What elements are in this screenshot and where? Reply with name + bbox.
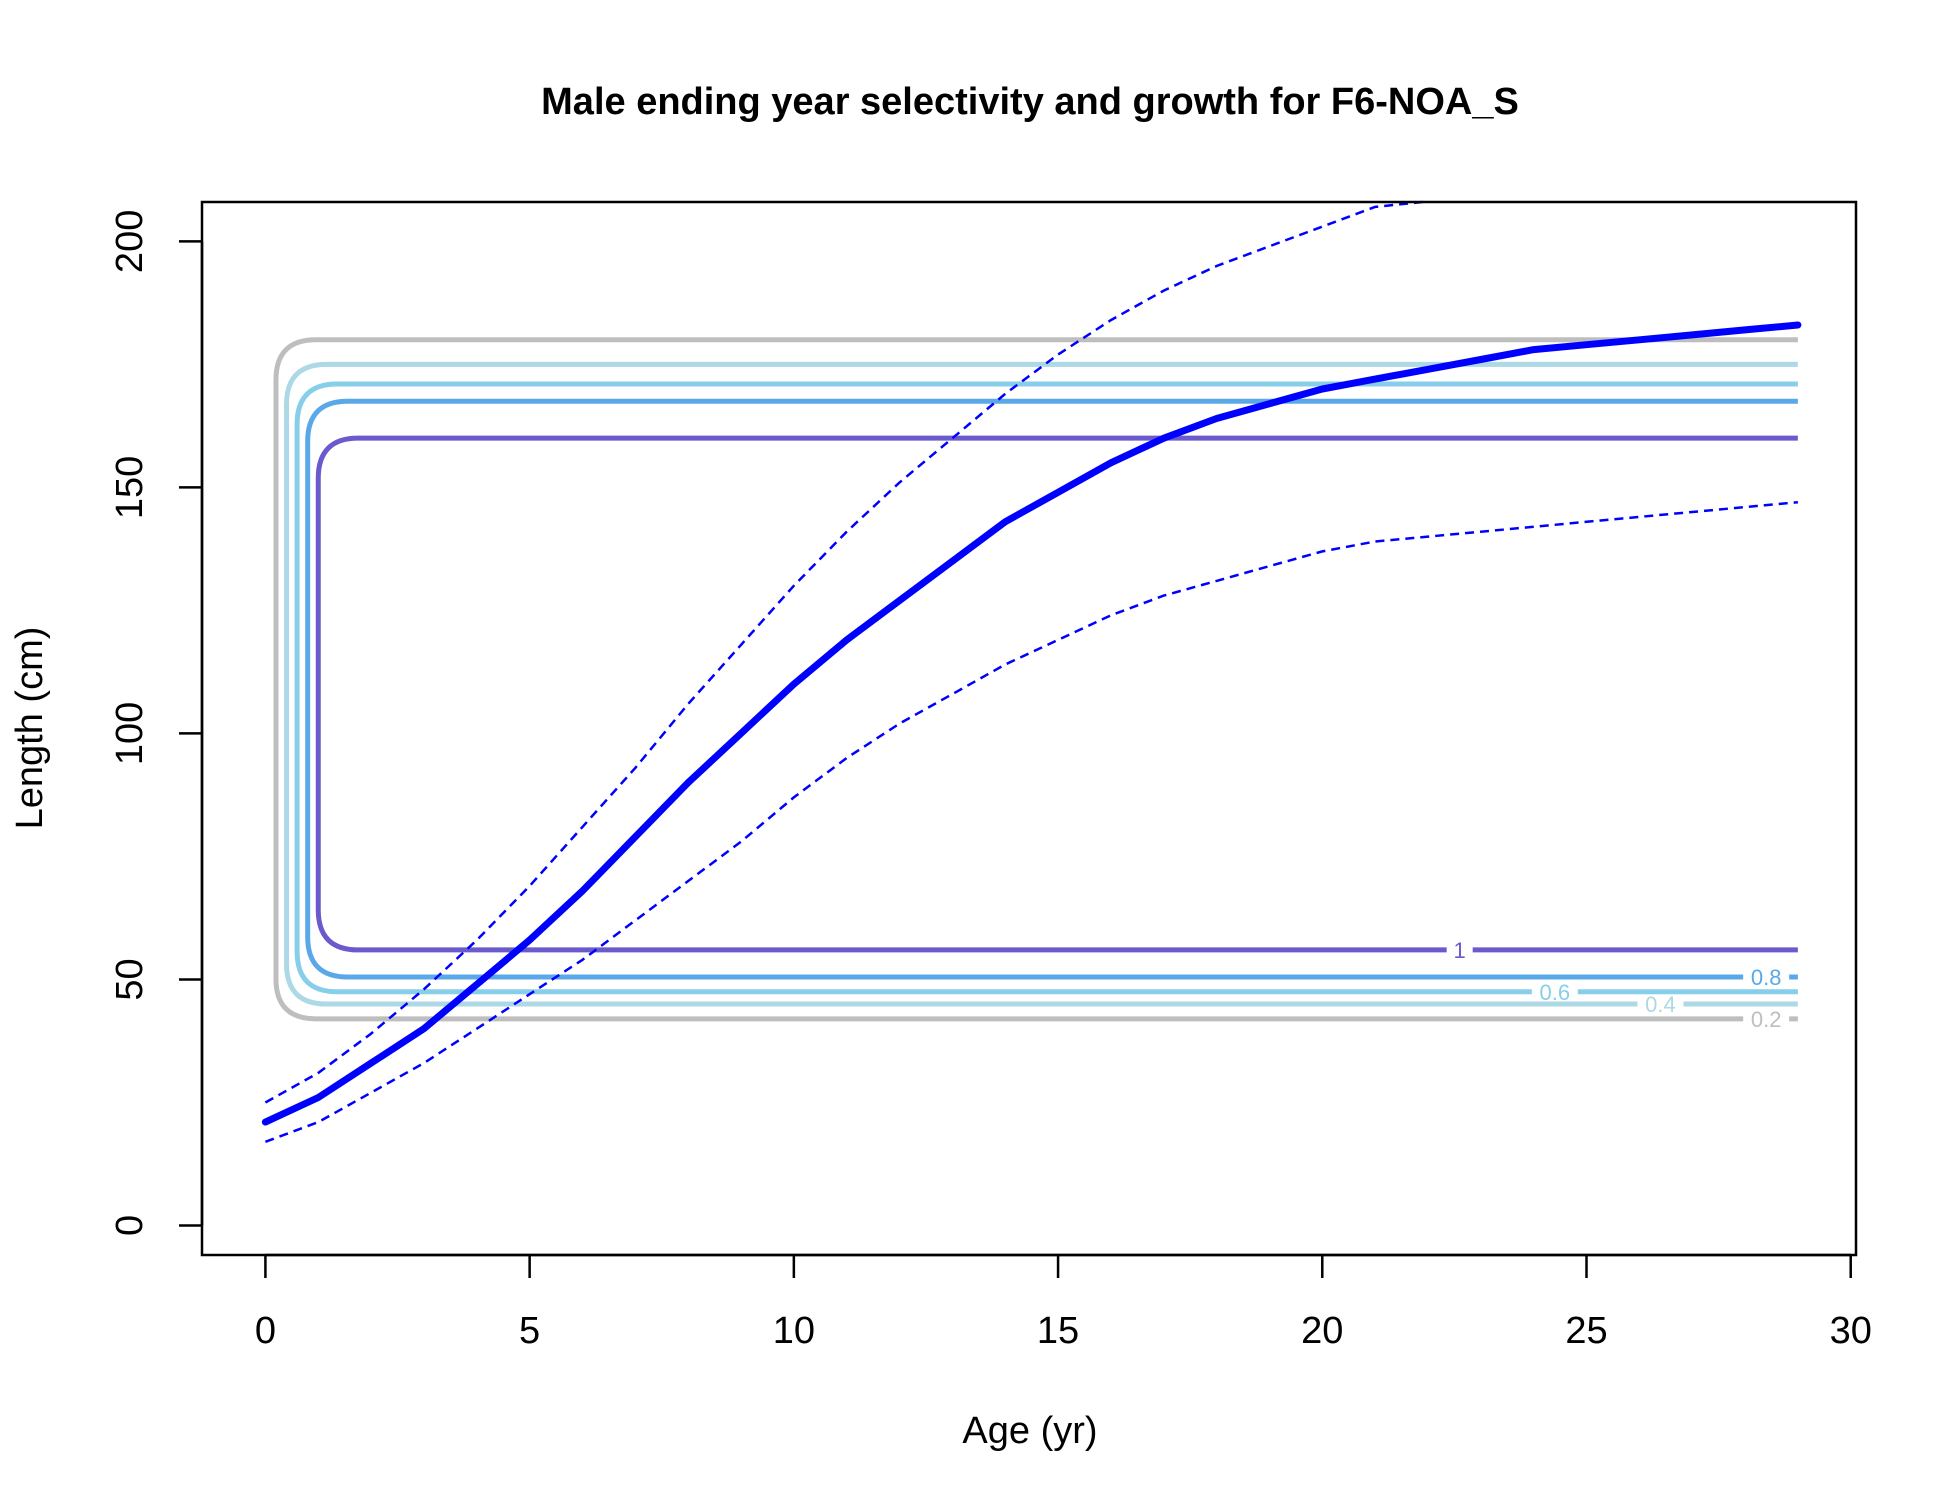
y-tick-label: 0	[109, 1215, 151, 1236]
x-tick-label: 10	[773, 1310, 815, 1352]
x-tick-label: 25	[1565, 1310, 1607, 1352]
growth-upper-interval	[264, 200, 1423, 1104]
x-axis: 0 5 10 15 20 25 30	[255, 1253, 1872, 1352]
contour-label: 1	[1454, 938, 1466, 963]
contour-0.4: 0.4	[284, 361, 1798, 1017]
contour-label-gap	[1531, 983, 1578, 1000]
contour-label-gap	[1446, 941, 1473, 958]
contour-label-gap	[1743, 968, 1790, 985]
plot-frame	[200, 200, 1858, 1257]
contour-line	[294, 381, 1798, 995]
contour-line	[284, 361, 1798, 1007]
contour-label-gap	[1743, 1010, 1790, 1027]
chart-title: Male ending year selectivity and growth …	[541, 81, 1519, 123]
y-tick-label: 150	[109, 456, 151, 519]
contour-1: 1	[315, 435, 1798, 963]
contour-label-gap	[1637, 996, 1684, 1013]
x-tick-label: 15	[1037, 1310, 1079, 1352]
contour-line	[305, 398, 1798, 980]
contour-label: 0.2	[1751, 1007, 1782, 1032]
contour-label: 0.8	[1751, 965, 1782, 990]
contour-label: 0.6	[1539, 980, 1570, 1005]
x-tick-label: 0	[255, 1310, 276, 1352]
y-tick-label: 100	[109, 702, 151, 765]
contour-0.2: 0.2	[273, 337, 1798, 1032]
growth-mean-curve	[261, 321, 1802, 1126]
y-axis-label: Length (cm)	[9, 627, 51, 830]
x-tick-label: 30	[1830, 1310, 1872, 1352]
contour-layer: 0.2 0.4 0.6 0.8 1	[273, 337, 1798, 1032]
y-tick-label: 50	[109, 958, 151, 1000]
x-axis-label: Age (yr)	[962, 1410, 1097, 1452]
growth-lower-interval	[264, 500, 1799, 1143]
contour-0.6: 0.6	[294, 381, 1798, 1005]
x-tick-label: 20	[1301, 1310, 1343, 1352]
y-axis: 0 50 100 150 200	[109, 210, 204, 1236]
contour-line	[273, 337, 1798, 1022]
contour-line	[315, 435, 1798, 953]
contour-label: 0.4	[1645, 992, 1676, 1017]
contour-0.8: 0.8	[305, 398, 1798, 990]
growth-layer	[261, 200, 1802, 1143]
y-tick-label: 200	[109, 210, 151, 273]
x-tick-label: 5	[519, 1310, 540, 1352]
